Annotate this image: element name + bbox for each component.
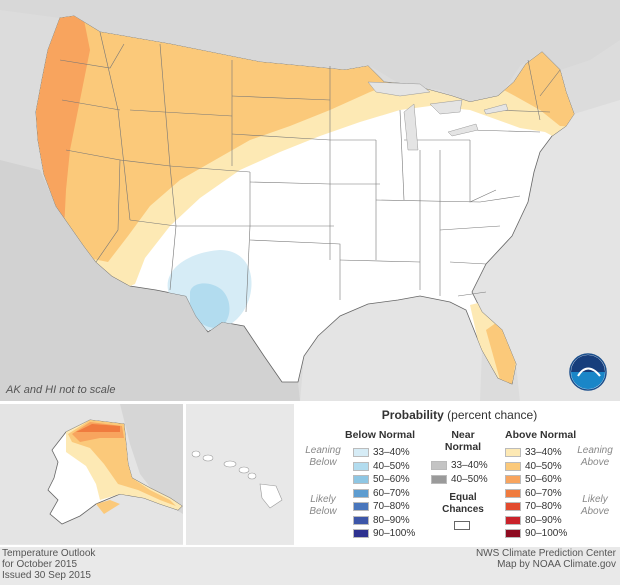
ak-above-60-70	[76, 424, 120, 432]
equal-chances-line2: Chances	[442, 504, 484, 515]
below-normal-bin-swatch	[353, 475, 369, 484]
divider-ak-hi	[183, 404, 186, 547]
likely-below-line2: Below	[309, 506, 337, 517]
ak-above-40-50	[68, 420, 176, 506]
below-normal-bin-label: 60–70%	[373, 487, 410, 499]
leaning-above-line2: Above	[580, 457, 610, 468]
above-normal-bin-label: 80–90%	[525, 514, 562, 526]
state-borders	[59, 31, 561, 313]
footer-credit: Map by NOAA Climate.gov	[497, 559, 616, 570]
atlantic-ocean	[472, 100, 620, 402]
near-normal-line2: Normal	[444, 441, 482, 453]
below-normal-bin-label: 33–40%	[373, 447, 410, 458]
below-normal-bin-swatch	[353, 448, 369, 457]
footer-source: NWS Climate Prediction Center	[475, 548, 616, 559]
below-normal-bin-label: 70–80%	[373, 501, 410, 512]
above-normal-heading: Above Normal	[505, 429, 577, 441]
below-40-50-zone	[190, 283, 230, 328]
below-normal-bin-swatch	[353, 461, 369, 471]
likely-above-label: Likely Above	[571, 494, 619, 518]
above-50-60-zone	[36, 16, 90, 230]
hawaii-islands	[191, 450, 283, 509]
ak-southwest-shading	[96, 500, 120, 514]
below-normal-bin-swatch	[353, 515, 369, 525]
footer-left: Temperature Outlook for October 2015 Iss…	[2, 548, 95, 581]
likely-above-line1: Likely	[582, 494, 608, 505]
above-normal-bin-swatch	[505, 502, 521, 511]
legend-title: Probability (percent chance)	[299, 408, 620, 422]
noaa-logo	[569, 353, 607, 391]
gulf-of-mexico	[300, 296, 482, 402]
below-normal-bin-label: 80–90%	[373, 514, 410, 526]
below-normal-bin-label: 40–50%	[373, 460, 410, 472]
conus-map	[0, 0, 620, 402]
canada-yukon	[120, 404, 183, 514]
hi-ocean	[186, 404, 294, 544]
footer-outlook-title: Temperature Outlook	[2, 548, 96, 559]
alaska-inset	[0, 404, 183, 544]
equal-chances-label: Equal Chances	[439, 492, 487, 516]
above-normal-bin-swatch	[505, 515, 521, 525]
equal-chances-swatch	[454, 521, 470, 530]
below-normal-bin-swatch	[353, 488, 369, 498]
near-normal-bin-label: 40–50%	[451, 473, 488, 485]
legend-title-bold: Probability	[381, 408, 444, 422]
above-normal-bin-label: 70–80%	[525, 501, 562, 512]
legend: Probability (percent chance) Below Norma…	[299, 404, 620, 547]
legend-title-rest: (percent chance)	[443, 408, 538, 422]
above-normal-bin-label: 50–60%	[525, 474, 562, 485]
divider-hi-legend	[294, 404, 299, 547]
leaning-below-line2: Below	[309, 457, 337, 468]
above-normal-bin-swatch	[505, 448, 521, 457]
leaning-above-line1: Leaning	[577, 445, 613, 456]
above-40-50-fl-zone	[486, 320, 516, 384]
below-normal-bin-swatch	[353, 529, 369, 538]
near-normal-bin-label: 33–40%	[451, 460, 488, 471]
above-normal-bin-swatch	[505, 475, 521, 484]
above-normal-bin-label: 60–70%	[525, 487, 562, 499]
above-normal-bin-label: 90–100%	[525, 528, 568, 539]
canada-region	[0, 0, 620, 102]
great-lakes	[367, 81, 509, 151]
near-normal-bin-swatch	[431, 461, 447, 470]
below-normal-heading: Below Normal	[345, 429, 416, 441]
likely-below-label: Likely Below	[301, 494, 345, 518]
above-normal-bin-swatch	[505, 529, 521, 538]
above-normal-bin-swatch	[505, 488, 521, 498]
near-normal-line1: Near	[451, 429, 475, 441]
near-normal-heading: Near Normal	[443, 429, 483, 453]
likely-above-line2: Above	[580, 506, 610, 517]
divider-horizontal	[0, 401, 620, 404]
footer-right: NWS Climate Prediction Center Map by NOA…	[476, 548, 616, 570]
above-normal-bin-label: 33–40%	[525, 447, 562, 458]
mexico-land	[0, 160, 300, 402]
scale-note: AK and HI not to scale	[6, 384, 116, 396]
below-normal-bin-swatch	[353, 502, 369, 511]
leaning-below-label: Leaning Below	[301, 445, 345, 469]
leaning-above-label: Leaning Above	[571, 445, 619, 469]
below-normal-bin-label: 50–60%	[373, 474, 410, 485]
above-normal-bin-label: 40–50%	[525, 460, 562, 472]
equal-chances-line1: Equal	[449, 492, 477, 503]
footer-issued-date: Issued 30 Sep 2015	[2, 570, 91, 581]
near-normal-bin-swatch	[431, 474, 447, 484]
likely-below-line1: Likely	[310, 494, 336, 505]
above-normal-bin-swatch	[505, 461, 521, 471]
hawaii-inset	[186, 404, 294, 544]
leaning-below-line1: Leaning	[305, 445, 341, 456]
below-normal-bin-label: 90–100%	[373, 528, 416, 539]
footer-outlook-period: for October 2015	[2, 559, 78, 570]
